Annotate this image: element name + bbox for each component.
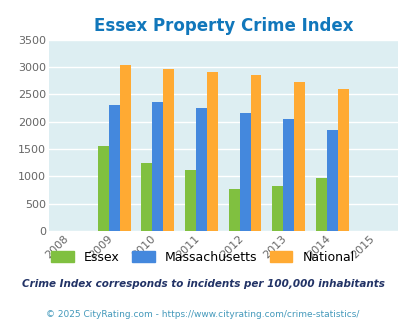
Text: © 2025 CityRating.com - https://www.cityrating.com/crime-statistics/: © 2025 CityRating.com - https://www.city… bbox=[46, 310, 359, 319]
Bar bbox=[315, 178, 326, 231]
Text: Crime Index corresponds to incidents per 100,000 inhabitants: Crime Index corresponds to incidents per… bbox=[21, 279, 384, 289]
Bar bbox=[98, 146, 109, 231]
Bar bbox=[272, 186, 283, 231]
Bar bbox=[283, 119, 294, 231]
Bar bbox=[196, 108, 207, 231]
Bar bbox=[326, 130, 337, 231]
Bar bbox=[109, 105, 119, 231]
Bar bbox=[337, 89, 348, 231]
Bar bbox=[152, 102, 163, 231]
Legend: Essex, Massachusetts, National: Essex, Massachusetts, National bbox=[48, 247, 357, 268]
Bar bbox=[239, 114, 250, 231]
Bar bbox=[294, 82, 305, 231]
Bar bbox=[228, 189, 239, 231]
Bar bbox=[119, 65, 130, 231]
Bar bbox=[141, 163, 152, 231]
Bar bbox=[185, 170, 196, 231]
Title: Essex Property Crime Index: Essex Property Crime Index bbox=[93, 17, 352, 35]
Bar bbox=[163, 69, 174, 231]
Bar bbox=[250, 75, 261, 231]
Bar bbox=[207, 72, 217, 231]
